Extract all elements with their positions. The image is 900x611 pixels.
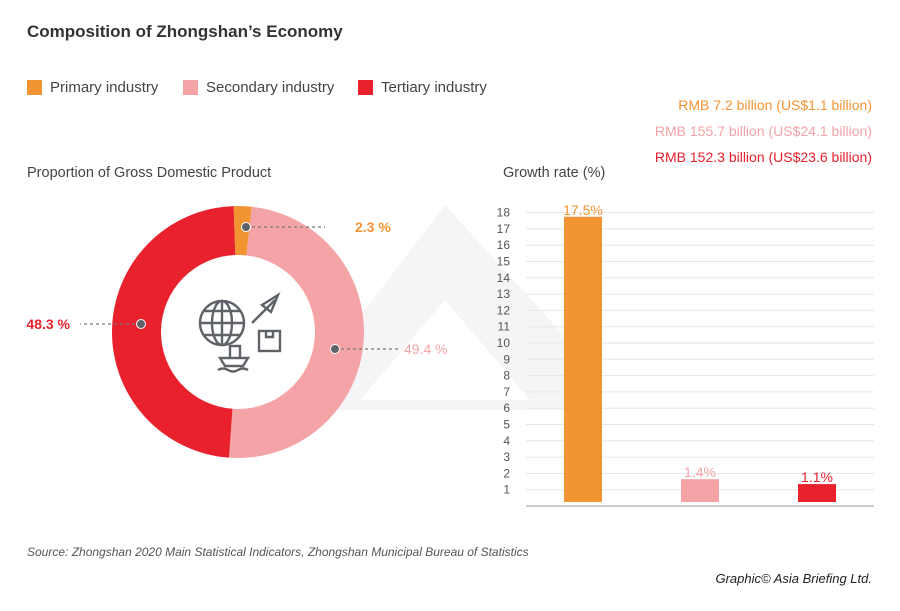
bar-value-label: 1.1%	[801, 469, 833, 485]
y-tick-label: 16	[497, 238, 511, 252]
y-tick-label: 11	[498, 320, 511, 334]
y-tick-label: 15	[497, 255, 511, 269]
y-tick-label: 4	[503, 434, 510, 448]
legend-swatch	[358, 80, 373, 95]
y-tick-label: 3	[503, 450, 510, 464]
bar	[798, 484, 836, 502]
value-secondary: RMB 155.7 billion (US$24.1 billion)	[654, 123, 872, 139]
donut-slice	[228, 206, 365, 459]
y-tick-label: 10	[497, 336, 511, 350]
y-tick-label: 2	[503, 466, 510, 480]
leader-dot	[136, 319, 146, 329]
bar	[681, 479, 719, 502]
value-tertiary: RMB 152.3 billion (US$23.6 billion)	[654, 149, 872, 165]
bar	[564, 216, 602, 502]
legend-primary: Primary industry	[27, 79, 158, 96]
donut-label: 49.4 %	[404, 341, 448, 357]
donut-label: 48.3 %	[26, 316, 70, 332]
y-tick-label: 7	[503, 385, 510, 399]
y-tick-label: 17	[497, 222, 511, 236]
globe-plane-ship-icon	[198, 292, 282, 373]
source-note: Source: Zhongshan 2020 Main Statistical …	[27, 545, 529, 559]
y-tick-label: 14	[497, 271, 511, 285]
y-tick-label: 18	[497, 206, 511, 220]
bar-title: Growth rate (%)	[503, 165, 606, 181]
leader-dot	[330, 344, 340, 354]
y-tick-label: 9	[503, 352, 510, 366]
credit: Graphic© Asia Briefing Ltd.	[715, 571, 872, 586]
legend-label: Primary industry	[50, 79, 159, 96]
donut-label: 2.3 %	[355, 219, 391, 235]
y-tick-label: 5	[503, 418, 510, 432]
bar-value-label: 1.4%	[684, 464, 716, 480]
value-primary: RMB 7.2 billion (US$1.1 billion)	[678, 97, 872, 113]
legend-tertiary: Tertiary industry	[358, 79, 487, 96]
page-title: Composition of Zhongshan’s Economy	[27, 22, 343, 41]
y-tick-label: 13	[497, 287, 511, 301]
legend-secondary: Secondary industry	[183, 79, 334, 96]
leader-dot	[241, 222, 251, 232]
y-tick-label: 8	[503, 369, 510, 383]
y-tick-label: 6	[503, 401, 510, 415]
donut-title: Proportion of Gross Domestic Product	[27, 165, 272, 181]
legend-swatch	[183, 80, 198, 95]
donut-slice	[111, 206, 236, 458]
y-tick-label: 1	[503, 483, 510, 497]
legend-swatch	[27, 80, 42, 95]
legend-label: Tertiary industry	[381, 79, 487, 96]
y-tick-label: 12	[497, 303, 511, 317]
bar-value-label: 17.5%	[563, 202, 603, 218]
legend-label: Secondary industry	[206, 79, 335, 96]
